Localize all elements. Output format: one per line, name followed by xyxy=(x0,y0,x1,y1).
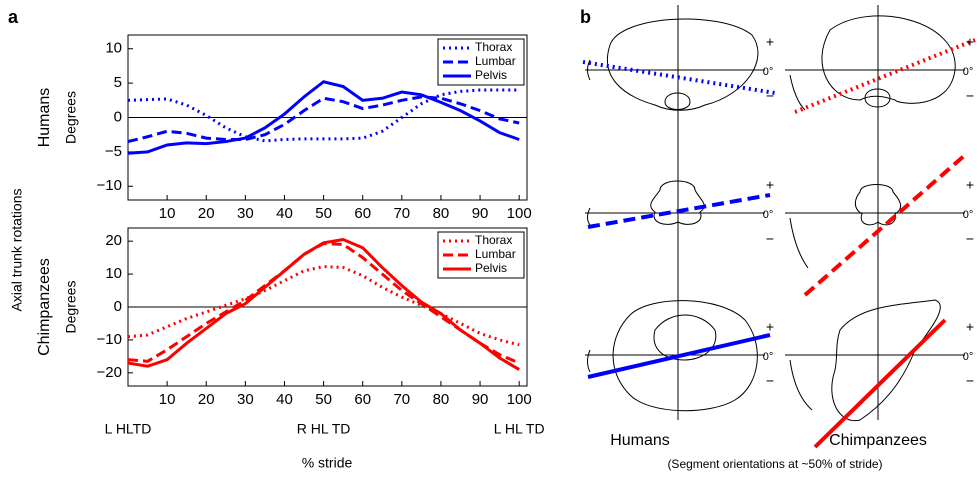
legend-label: Pelvis xyxy=(475,261,507,275)
sign-zero: 0° xyxy=(763,209,774,221)
y-tick-label: −5 xyxy=(105,143,122,160)
x-tick-label: 50 xyxy=(315,205,332,222)
x-tick-label: 60 xyxy=(354,391,371,408)
sign-minus: − xyxy=(966,88,974,104)
segment-line xyxy=(813,318,947,449)
sign-plus: + xyxy=(766,319,774,335)
x-tick-label: 40 xyxy=(276,391,293,408)
y-tick-label: 10 xyxy=(105,40,122,57)
sign-minus: − xyxy=(766,373,774,389)
group-label: Chimpanzees xyxy=(36,258,53,356)
segment-line xyxy=(582,60,776,95)
sign-zero: 0° xyxy=(763,66,774,78)
segment-line xyxy=(794,38,976,114)
sign-minus: − xyxy=(966,231,974,247)
sign-minus: − xyxy=(966,373,974,389)
x-tick-label: 80 xyxy=(433,205,450,222)
event-label: L HLTD xyxy=(105,421,152,437)
event-label: R HL TD xyxy=(297,421,351,437)
legend-label: Thorax xyxy=(475,233,512,247)
x-tick-label: 90 xyxy=(472,391,489,408)
sign-zero: 0° xyxy=(963,351,974,363)
x-tick-label: 40 xyxy=(276,205,293,222)
x-tick-label: 80 xyxy=(433,391,450,408)
event-label: L HL TD xyxy=(494,421,545,437)
sign-plus: + xyxy=(966,177,974,193)
sign-zero: 0° xyxy=(763,351,774,363)
sign-plus: + xyxy=(966,34,974,50)
panel-label: a xyxy=(8,7,19,27)
legend-label: Thorax xyxy=(475,40,512,54)
sign-plus: + xyxy=(966,319,974,335)
series-line xyxy=(128,88,520,143)
sign-zero: 0° xyxy=(963,66,974,78)
legend-label: Lumbar xyxy=(475,54,516,68)
y-tick-label: 10 xyxy=(105,265,122,282)
y-tick-label: −20 xyxy=(97,364,122,381)
diagrams xyxy=(585,5,965,422)
x-tick-label: 100 xyxy=(507,205,532,222)
x-tick-label: 30 xyxy=(237,205,254,222)
x-tick-label: 10 xyxy=(159,391,176,408)
y-tick-label: 20 xyxy=(105,232,122,249)
y-axis-title: Axial trunk rotations xyxy=(9,189,25,312)
x-tick-label: 30 xyxy=(237,391,254,408)
y-tick-label: 5 xyxy=(114,74,122,91)
y-tick-label: 0 xyxy=(114,298,122,315)
series-line xyxy=(128,237,520,371)
sign-minus: − xyxy=(766,231,774,247)
x-tick-label: 60 xyxy=(354,205,371,222)
segment-line xyxy=(587,193,771,229)
x-axis-title: % stride xyxy=(302,455,353,471)
x-tick-label: 50 xyxy=(315,391,332,408)
x-tick-label: 20 xyxy=(198,391,215,408)
x-tick-label: 20 xyxy=(198,205,215,222)
y-tick-label: −10 xyxy=(97,177,122,194)
segment-line xyxy=(587,333,771,379)
legend-label: Lumbar xyxy=(475,247,516,261)
series-line xyxy=(128,80,520,155)
sign-plus: + xyxy=(766,177,774,193)
panel-label: b xyxy=(580,7,591,27)
y-tick-label: −10 xyxy=(97,331,122,348)
x-tick-label: 90 xyxy=(472,205,489,222)
caption: (Segment orientations at ~50% of stride) xyxy=(667,457,882,471)
legend-label: Pelvis xyxy=(475,68,507,82)
x-tick-label: 10 xyxy=(159,205,176,222)
y-tick-label: 0 xyxy=(114,108,122,125)
x-tick-label: 70 xyxy=(393,205,410,222)
y-axis-label: Degrees xyxy=(63,91,79,144)
sign-minus: − xyxy=(766,88,774,104)
group-label: Humans xyxy=(610,432,670,449)
group-label: Chimpanzees xyxy=(829,432,927,449)
group-label: Humans xyxy=(36,88,53,148)
series-line xyxy=(128,95,520,144)
x-tick-label: 100 xyxy=(507,391,532,408)
sign-plus: + xyxy=(766,34,774,50)
y-axis-label: Degrees xyxy=(63,281,79,334)
x-tick-label: 70 xyxy=(393,391,410,408)
sign-zero: 0° xyxy=(963,209,974,221)
